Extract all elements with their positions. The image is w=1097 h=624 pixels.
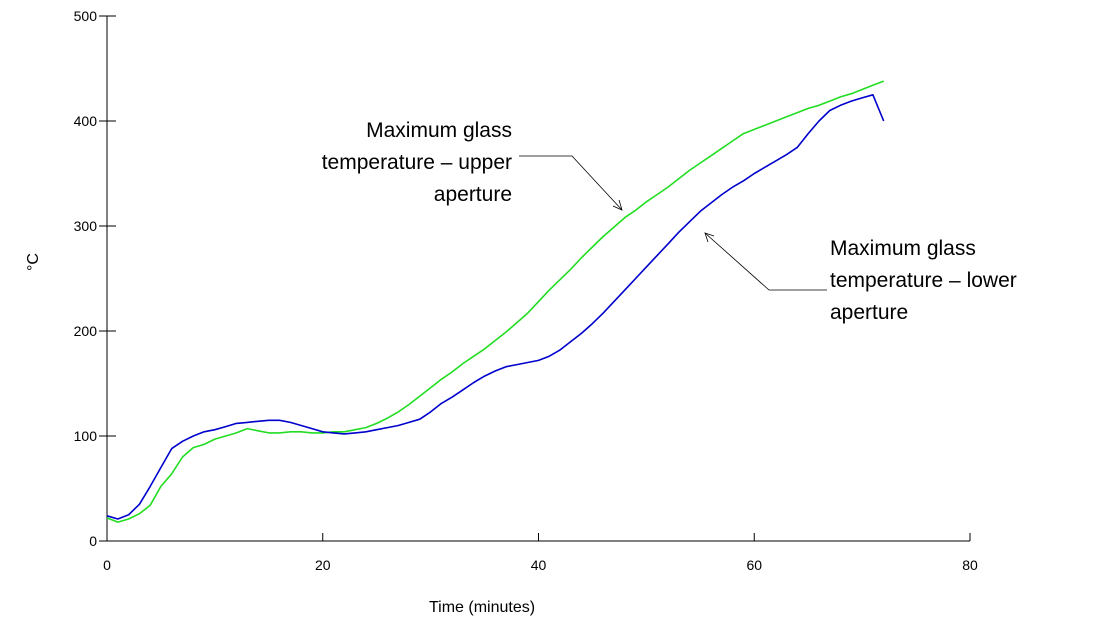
y-tick-label: 0 (89, 533, 97, 549)
x-tick-label: 0 (103, 557, 111, 573)
series-line-upper-aperture (106, 80, 884, 523)
x-tick-label: 20 (315, 557, 331, 573)
annotation-upper-leader-line (519, 155, 623, 211)
y-tick-label: 500 (74, 8, 98, 24)
annotation-lower-arrowhead (704, 232, 715, 243)
series-line-lower-aperture (106, 94, 885, 520)
annotation-lower-line-2: temperature – lower (830, 269, 1017, 292)
annotation-lower-line-3: aperture (830, 301, 908, 324)
y-tick-label: 400 (74, 113, 98, 129)
annotation-lower-aperture: Maximum glass temperature – lower apertu… (704, 232, 1017, 324)
annotation-upper-line-2: temperature – upper (322, 151, 512, 174)
annotation-lower-line-1: Maximum glass (830, 237, 976, 260)
x-tick-label: 80 (962, 557, 978, 573)
annotation-upper-line-1: Maximum glass (366, 119, 512, 142)
chart-ticks: 0 20 40 60 80 0 100 200 300 400 500 (74, 8, 978, 573)
annotation-lower-leader-line (704, 232, 827, 291)
x-tick-label: 60 (746, 557, 762, 573)
x-axis-title: Time (minutes) (429, 599, 535, 616)
annotation-upper-aperture: Maximum glass temperature – upper apertu… (322, 119, 623, 211)
annotation-upper-arrowhead (612, 199, 623, 211)
y-axis-title: °C (25, 253, 42, 271)
y-tick-label: 200 (74, 323, 98, 339)
annotation-upper-line-3: aperture (434, 183, 512, 206)
y-tick-label: 300 (74, 218, 98, 234)
y-tick-label: 100 (74, 428, 98, 444)
x-tick-label: 40 (531, 557, 547, 573)
chart-series (106, 80, 885, 523)
